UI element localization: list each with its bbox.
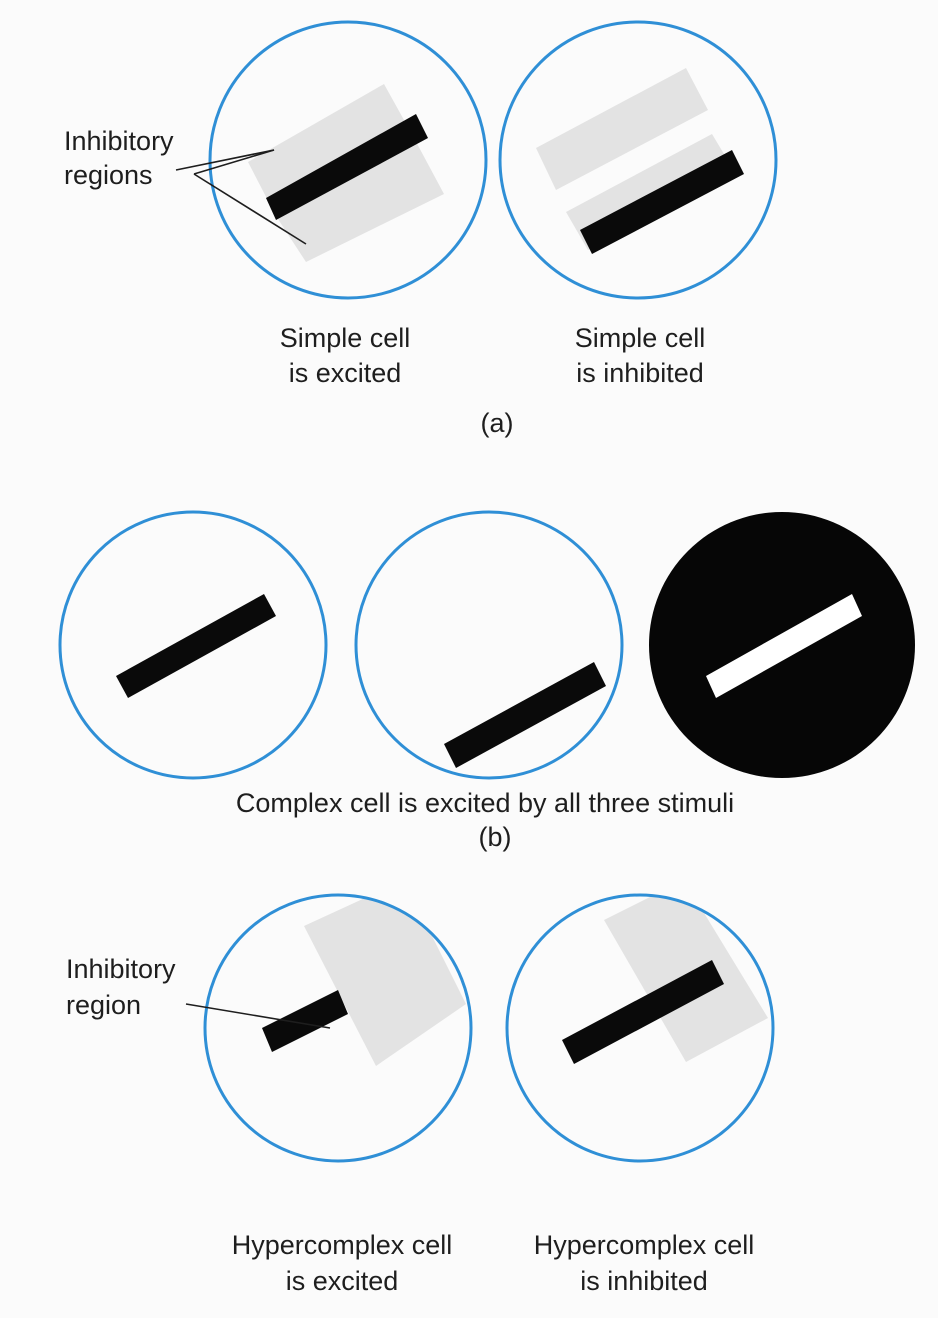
panel-a: Inhibitory regions Simple cell is excite…	[64, 20, 778, 438]
caption-simple-excited-line1: Simple cell	[280, 323, 411, 353]
callout-text-inhibitory-line2: regions	[64, 160, 153, 190]
caption-simple-inhibited-line1: Simple cell	[575, 323, 706, 353]
complex-cell-field-2	[354, 510, 624, 780]
complex-cell-field-3	[649, 512, 915, 778]
inhibitory-region-lower	[276, 138, 444, 262]
receptive-field-circle	[505, 893, 775, 1163]
inhibitory-region	[604, 895, 768, 1062]
callout-text-inhibitory-region-line1: Inhibitory	[66, 954, 176, 984]
receptive-field-circle	[354, 510, 624, 780]
panel-b: Complex cell is excited by all three sti…	[58, 510, 915, 852]
receptive-field-circle	[208, 20, 488, 300]
stimulus-bar	[262, 990, 348, 1052]
receptive-field-circle	[498, 20, 778, 300]
stimulus-bar	[562, 960, 724, 1064]
callout-line-inhibitory-region	[185, 1003, 331, 1029]
caption-hypercomplex-excited-line2: is excited	[286, 1266, 399, 1296]
inhibitory-region-upper	[248, 84, 414, 216]
panel-label-b: (b)	[479, 822, 512, 852]
caption-hypercomplex-excited-line1: Hypercomplex cell	[232, 1230, 453, 1260]
panel-c: Inhibitory region Hypercomplex cell is e…	[66, 893, 775, 1296]
receptive-field-circle	[58, 510, 328, 780]
light-bar-stimulus	[706, 594, 862, 698]
caption-complex-cell: Complex cell is excited by all three sti…	[236, 788, 734, 818]
inhibitory-region-upper	[536, 68, 708, 190]
excitatory-bar	[266, 114, 428, 220]
stimulus-bar	[580, 150, 744, 254]
stimulus-bar	[116, 594, 276, 698]
receptive-field-circle	[203, 893, 473, 1163]
simple-cell-excited-field	[208, 20, 488, 300]
caption-simple-inhibited-line2: is inhibited	[576, 358, 704, 388]
caption-hypercomplex-inhibited-line1: Hypercomplex cell	[534, 1230, 755, 1260]
panel-label-a: (a)	[481, 408, 514, 438]
callout-text-inhibitory-region-line2: region	[66, 990, 141, 1020]
complex-cell-field-1	[58, 510, 328, 780]
stimulus-bar	[444, 662, 606, 768]
callout-text-inhibitory-line1: Inhibitory	[64, 126, 174, 156]
hypercomplex-cell-inhibited-field	[505, 893, 775, 1163]
simple-cell-inhibited-field	[498, 20, 778, 300]
callout-lines-inhibitory-regions	[175, 149, 307, 245]
hypercomplex-cell-excited-field	[203, 893, 473, 1163]
caption-simple-excited-line2: is excited	[289, 358, 402, 388]
inhibitory-region	[304, 895, 466, 1066]
caption-hypercomplex-inhibited-line2: is inhibited	[580, 1266, 708, 1296]
